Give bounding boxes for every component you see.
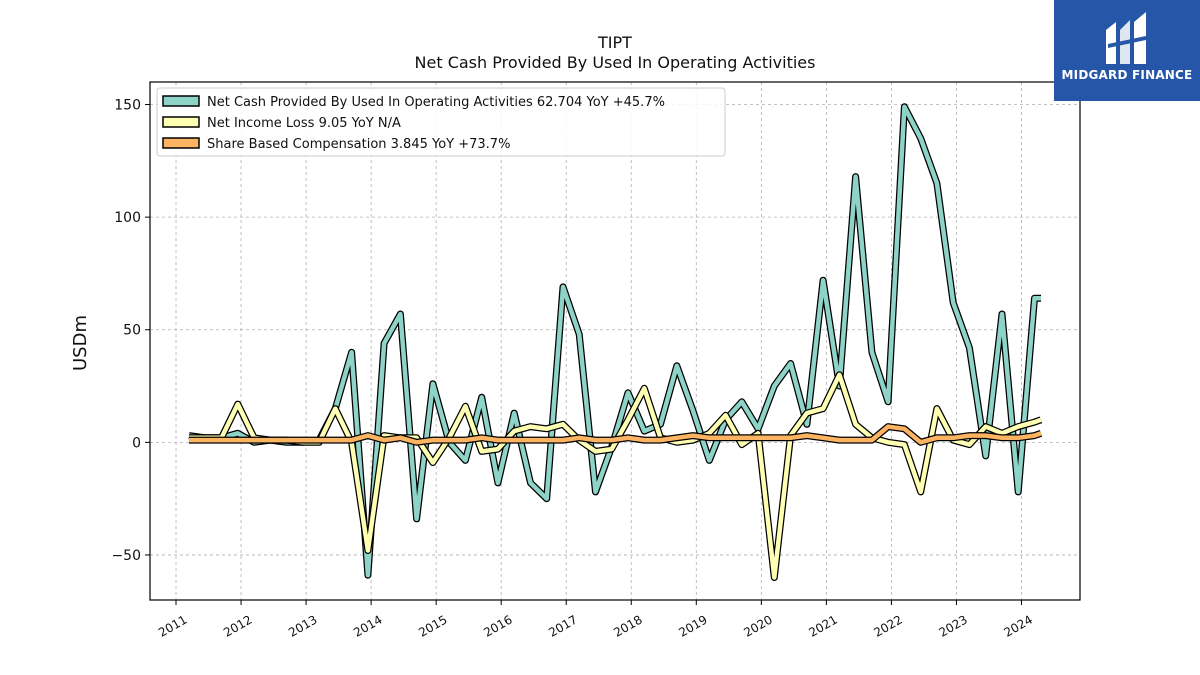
- logo-mark-icon: [1106, 12, 1146, 64]
- series-line-1: [188, 104, 1041, 578]
- legend-swatch-1: [162, 95, 200, 107]
- chart-subtitle: Net Cash Provided By Used In Operating A…: [415, 53, 816, 72]
- x-tick-label: 2024: [1002, 612, 1035, 639]
- x-tick-label: 2014: [351, 612, 384, 639]
- series-line-3: [189, 424, 1042, 445]
- axes: −50 0 50 100 150 2011 2012 2013 2014 2015 2016 2017…: [111, 98, 1035, 640]
- legend-swatch-3: [162, 137, 200, 149]
- legend-box: [156, 87, 726, 157]
- x-tick-label: 2016: [481, 612, 514, 639]
- brand-logo: MIDGARD FINANCE: [1054, 0, 1200, 101]
- y-tick-label: 0: [132, 435, 141, 451]
- legend-label-1: Net Cash Provided By Used In Operating A…: [207, 95, 665, 110]
- chart-title: TIPT: [597, 33, 632, 52]
- y-axis-label: USDm: [70, 315, 91, 371]
- x-tick-label: 2017: [546, 612, 579, 639]
- legend: Net Cash Provided By Used In Operating A…: [156, 87, 726, 157]
- series-lines: [188, 103, 1043, 581]
- plot-frame: [149, 81, 1081, 601]
- x-tick-label: 2011: [156, 612, 189, 639]
- series-outline-1: [188, 103, 1041, 579]
- x-tick-label: 2023: [936, 612, 969, 639]
- y-tick-label: 100: [114, 210, 141, 226]
- series-line-2: [189, 372, 1042, 580]
- legend-swatch-2: [162, 116, 200, 128]
- legend-label-3: Share Based Compensation 3.845 YoY +73.7…: [207, 137, 510, 152]
- x-tick-label: 2012: [221, 612, 254, 639]
- y-tick-label: 150: [114, 98, 141, 114]
- grid: [150, 82, 1080, 600]
- brand-name: MIDGARD FINANCE: [1061, 68, 1193, 82]
- x-tick-label: 2022: [871, 612, 904, 639]
- x-tick-label: 2021: [806, 612, 839, 639]
- x-tick-label: 2020: [741, 612, 774, 639]
- x-tick-label: 2013: [286, 612, 319, 639]
- y-tick-label: 50: [123, 323, 141, 339]
- y-tick-label: −50: [111, 548, 141, 564]
- legend-label-2: Net Income Loss 9.05 YoY N/A: [207, 116, 401, 131]
- x-tick-label: 2018: [611, 612, 644, 639]
- x-tick-label: 2019: [676, 612, 709, 639]
- x-tick-label: 2015: [416, 612, 449, 639]
